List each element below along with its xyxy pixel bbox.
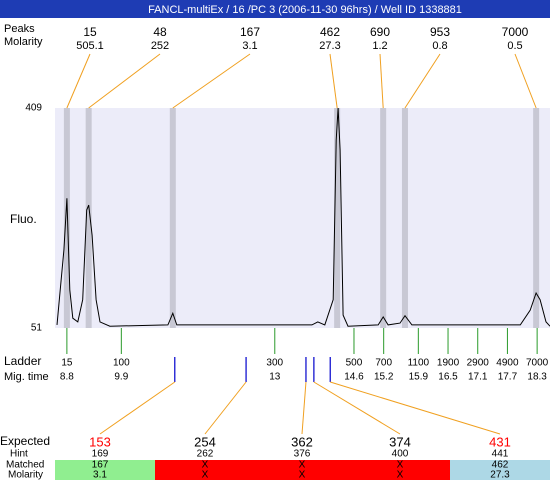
ladder-size: 1900 bbox=[437, 358, 460, 369]
peak-molarity: 27.3 bbox=[319, 40, 340, 52]
matched-label: Matched bbox=[6, 460, 44, 471]
y-tick-label: 409 bbox=[25, 103, 42, 114]
hint-value: 169 bbox=[92, 449, 109, 460]
peak-connector bbox=[404, 53, 441, 109]
ladder-size: 7000 bbox=[526, 358, 549, 369]
hint-value: 400 bbox=[392, 449, 409, 460]
ladder-label: Ladder bbox=[4, 354, 41, 368]
molarity-value: X bbox=[202, 470, 209, 480]
peak-band bbox=[334, 108, 341, 328]
ladder-time: 13 bbox=[269, 372, 281, 383]
ladder-time: 15.9 bbox=[409, 372, 429, 383]
peak-connector bbox=[514, 53, 537, 109]
ladder-time: 9.9 bbox=[114, 372, 128, 383]
expected-connector bbox=[330, 381, 501, 435]
y-axis-label: Fluo. bbox=[10, 212, 37, 226]
ladder-size: 700 bbox=[375, 358, 392, 369]
molarity-label: Molarity bbox=[8, 470, 43, 480]
peak-size: 48 bbox=[153, 25, 167, 39]
ladder-time: 14.6 bbox=[344, 372, 364, 383]
ladder-time: 18.3 bbox=[527, 372, 547, 383]
title-bar bbox=[0, 0, 550, 18]
peaks-molarity-label: Molarity bbox=[4, 36, 43, 48]
peak-band bbox=[401, 108, 408, 328]
expected-value: 254 bbox=[194, 434, 216, 449]
peak-band bbox=[63, 108, 70, 328]
expected-connector bbox=[301, 381, 307, 435]
hint-value: 262 bbox=[197, 449, 214, 460]
ladder-time: 17.7 bbox=[498, 372, 518, 383]
matched-value: X bbox=[397, 460, 404, 471]
peak-connector bbox=[329, 53, 338, 109]
expected-value: 362 bbox=[291, 434, 313, 449]
plot-area bbox=[55, 108, 550, 328]
peak-connector bbox=[66, 53, 91, 109]
ladder-size: 4900 bbox=[496, 358, 519, 369]
molarity-value: X bbox=[397, 470, 404, 480]
molarity-value: 3.1 bbox=[93, 470, 107, 480]
expected-connector bbox=[313, 381, 401, 435]
y-tick-label: 51 bbox=[31, 323, 43, 334]
peak-band bbox=[533, 108, 540, 328]
match-cell bbox=[55, 460, 155, 480]
ladder-size: 300 bbox=[266, 358, 283, 369]
expected-connector bbox=[99, 381, 176, 435]
ladder-size: 2900 bbox=[467, 358, 490, 369]
peak-molarity: 505.1 bbox=[76, 40, 104, 52]
peak-band bbox=[169, 108, 176, 328]
peak-molarity: 0.8 bbox=[432, 40, 447, 52]
hint-label: Hint bbox=[10, 449, 28, 460]
peak-size: 462 bbox=[320, 25, 340, 39]
peak-band bbox=[380, 108, 387, 328]
ladder-size: 100 bbox=[113, 358, 130, 369]
ladder-size: 500 bbox=[346, 358, 363, 369]
ladder-size: 1100 bbox=[408, 358, 430, 369]
trace bbox=[56, 107, 550, 327]
peak-size: 15 bbox=[83, 25, 97, 39]
peak-band bbox=[85, 108, 92, 328]
expected-connector bbox=[204, 381, 247, 435]
peak-molarity: 252 bbox=[151, 40, 169, 52]
peak-size: 167 bbox=[240, 25, 260, 39]
peak-size: 7000 bbox=[502, 25, 529, 39]
ladder-time: 17.1 bbox=[468, 372, 488, 383]
ladder-time: 8.8 bbox=[60, 372, 74, 383]
peak-molarity: 3.1 bbox=[242, 40, 257, 52]
peak-molarity: 0.5 bbox=[507, 40, 522, 52]
match-cell bbox=[350, 460, 450, 480]
match-cell bbox=[155, 460, 255, 480]
peaks-label: Peaks bbox=[4, 23, 35, 35]
peak-connector bbox=[172, 53, 251, 109]
expected-label: Expected bbox=[0, 434, 50, 448]
ladder-size: 15 bbox=[61, 358, 73, 369]
match-cell bbox=[255, 460, 350, 480]
mig-time-label: Mig. time bbox=[4, 371, 49, 383]
molarity-value: 27.3 bbox=[490, 470, 510, 480]
matched-value: 462 bbox=[492, 460, 509, 471]
peak-size: 953 bbox=[430, 25, 450, 39]
expected-value: 431 bbox=[489, 434, 511, 449]
peak-connector bbox=[88, 53, 161, 109]
title: FANCL-multiEx / 16 /PC 3 (2006-11-30 96h… bbox=[148, 4, 462, 16]
matched-value: X bbox=[202, 460, 209, 471]
hint-value: 376 bbox=[294, 449, 311, 460]
molarity-value: X bbox=[299, 470, 306, 480]
match-cell bbox=[450, 460, 550, 480]
peak-connector bbox=[379, 53, 384, 109]
matched-value: 167 bbox=[92, 460, 109, 471]
expected-value: 374 bbox=[389, 434, 411, 449]
peak-molarity: 1.2 bbox=[372, 40, 387, 52]
matched-value: X bbox=[299, 460, 306, 471]
ladder-time: 15.2 bbox=[374, 372, 394, 383]
hint-value: 441 bbox=[492, 449, 509, 460]
expected-value: 153 bbox=[89, 434, 111, 449]
ladder-time: 16.5 bbox=[438, 372, 458, 383]
peak-size: 690 bbox=[370, 25, 390, 39]
